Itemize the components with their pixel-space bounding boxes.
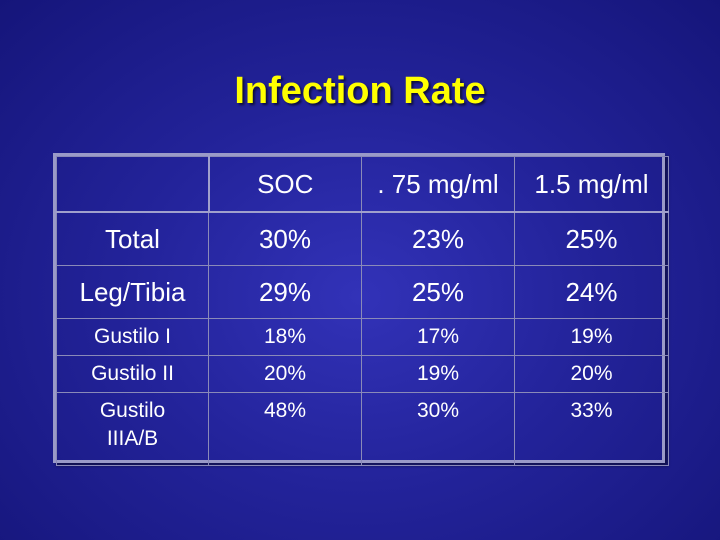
row-label-line2: IIIA/B	[106, 427, 159, 450]
cell-075: 23%	[361, 211, 515, 266]
cell-soc: 29%	[208, 265, 362, 319]
table-row: Gustilo II 20% 19% 20%	[56, 355, 669, 393]
row-label: Gustilo IIIA/B	[56, 392, 209, 466]
table-row: Gustilo IIIA/B 48% 30% 33%	[56, 392, 669, 466]
cell-075: 25%	[361, 265, 515, 319]
cell-075: 17%	[361, 318, 515, 356]
table-row: Leg/Tibia 29% 25% 24%	[56, 265, 669, 319]
cell-15: 19%	[514, 318, 669, 356]
row-label: Gustilo II	[56, 355, 209, 393]
header-cell-15: 1.5 mg/ml	[514, 156, 669, 213]
cell-075: 30%	[361, 392, 515, 466]
cell-soc: 48%	[208, 392, 362, 466]
cell-15: 33%	[514, 392, 669, 466]
header-cell-empty	[56, 156, 210, 213]
table-header-row: SOC . 75 mg/ml 1.5 mg/ml	[56, 156, 669, 213]
table-row: Total 30% 23% 25%	[56, 211, 669, 266]
table-row: Gustilo I 18% 17% 19%	[56, 318, 669, 356]
row-label: Leg/Tibia	[56, 265, 209, 319]
cell-15: 24%	[514, 265, 669, 319]
cell-15: 25%	[514, 211, 669, 266]
row-label: Total	[56, 211, 209, 266]
row-label: Gustilo I	[56, 318, 209, 356]
cell-soc: 18%	[208, 318, 362, 356]
cell-15: 20%	[514, 355, 669, 393]
cell-soc: 20%	[208, 355, 362, 393]
cell-075: 19%	[361, 355, 515, 393]
header-cell-075: . 75 mg/ml	[361, 156, 515, 213]
header-cell-soc: SOC	[208, 156, 362, 213]
slide-title: Infection Rate	[234, 70, 486, 112]
row-label-line1: Gustilo	[99, 399, 166, 422]
cell-soc: 30%	[208, 211, 362, 266]
infection-rate-table: SOC . 75 mg/ml 1.5 mg/ml Total 30% 23% 2…	[53, 153, 669, 466]
